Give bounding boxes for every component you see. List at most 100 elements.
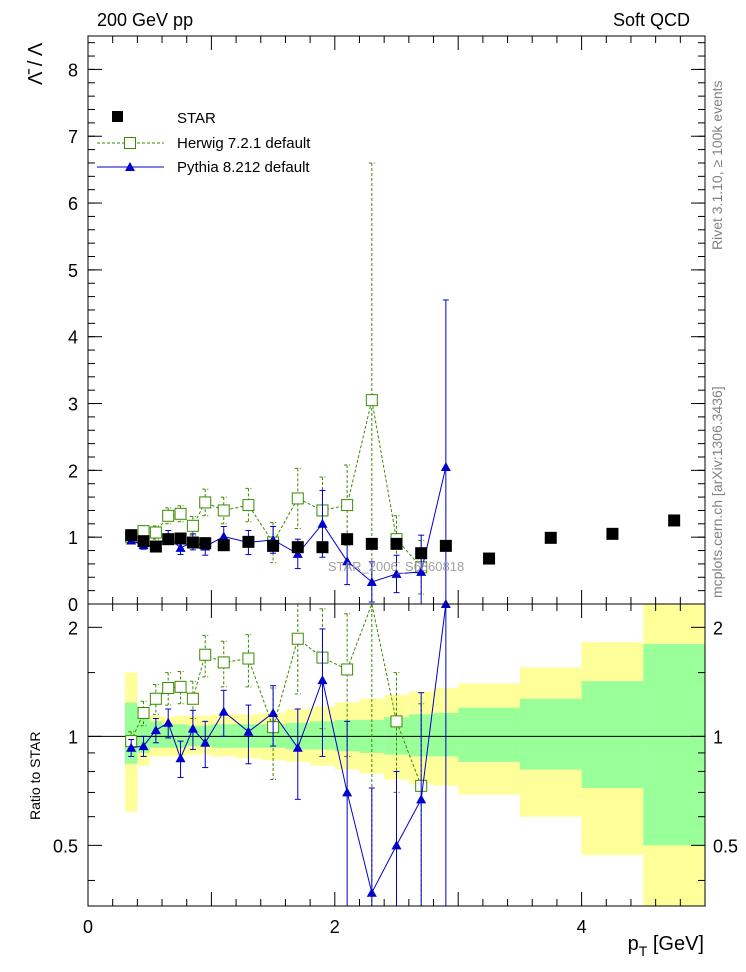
pythia-point	[342, 556, 353, 566]
pythia-point	[416, 566, 427, 576]
ratio-series-layer	[125, 599, 451, 907]
star-data-point	[483, 552, 496, 565]
ratio-herwig-point	[174, 680, 187, 693]
top-y-tick-label: 5	[68, 261, 78, 281]
ratio-pythia-point	[150, 725, 161, 735]
herwig-point	[162, 509, 175, 522]
herwig-point	[149, 526, 162, 539]
pythia-point	[218, 531, 229, 541]
ratio-herwig-point	[186, 692, 199, 705]
ratio-y-tick-label: 1	[68, 727, 78, 747]
legend: STAR Herwig 7.2.1 default Pythia 8.212 d…	[97, 110, 311, 176]
band-inner-bin	[643, 643, 705, 846]
herwig-point	[186, 519, 199, 532]
ratio-pythia-point	[126, 742, 137, 752]
ratio-pythia-point	[243, 726, 254, 736]
ratio-y-tick-label-right: 1	[713, 727, 723, 747]
ratio-herwig-point	[390, 715, 403, 728]
star-data-point	[390, 537, 403, 550]
herwig-point	[291, 492, 304, 505]
pythia-point	[440, 462, 451, 472]
ratio-pythia-point	[200, 737, 211, 747]
ratio-y-axis-label: Ratio to STAR	[27, 732, 43, 820]
pythia-point	[391, 568, 402, 578]
pythia-point	[175, 542, 186, 552]
ratio-pythia-point	[292, 742, 303, 752]
band-inner-bin	[137, 718, 150, 753]
ratio-pythia-point	[391, 840, 402, 850]
ratio-herwig-point	[217, 656, 230, 669]
top-y-tick-label: 1	[68, 528, 78, 548]
ratio-herwig-point	[291, 632, 304, 645]
ratio-herwig-point	[199, 648, 212, 661]
star-data-point	[186, 536, 199, 549]
herwig-point	[137, 525, 150, 538]
ratio-plot-frame	[87, 603, 706, 907]
side-text-rivet: Rivet 3.1.10, ≥ 100k events	[709, 80, 725, 250]
side-text-mcplots: mcplots.cern.ch [arXiv:1306.3436]	[709, 386, 725, 598]
herwig-point	[217, 504, 230, 517]
legend-label-herwig: Herwig 7.2.1 default	[177, 135, 311, 152]
x-axis-label-p: p	[628, 933, 639, 955]
top-y-axis-label: Λ̄ / Λ	[25, 42, 47, 85]
top-y-tick-label: 3	[68, 395, 78, 415]
band-inner-bin	[458, 707, 520, 762]
herwig-point	[174, 507, 187, 520]
star-data-point	[316, 541, 329, 554]
top-y-tick-label: 4	[68, 328, 78, 348]
band-inner-bin	[581, 681, 644, 789]
star-data-point	[217, 539, 230, 552]
band-inner-bin	[519, 698, 582, 770]
star-data-point	[415, 547, 428, 560]
herwig-point	[199, 496, 212, 509]
ratio-herwig-point	[137, 707, 150, 720]
ratio-herwig-point	[242, 652, 255, 665]
star-data-point	[137, 535, 150, 548]
ratio-pythia-point	[268, 708, 279, 718]
legend-label-pythia: Pythia 8.212 default	[177, 159, 310, 176]
herwig-point	[242, 499, 255, 512]
star-data-point	[544, 531, 557, 544]
star-data-point	[199, 537, 212, 550]
ratio-herwig-line	[130, 602, 422, 787]
x-axis-label-subscript: T	[639, 943, 648, 959]
ratio-herwig-point	[341, 663, 354, 676]
header-left: 200 GeV pp	[97, 10, 193, 30]
ratio-pythia-point	[416, 794, 427, 804]
legend-marker-herwig	[124, 137, 136, 149]
legend-label-star: STAR	[177, 110, 216, 127]
star-data-point	[242, 535, 255, 548]
top-y-tick-label: 2	[68, 461, 78, 481]
ratio-herwig-point	[162, 681, 175, 694]
top-y-tick-label: 8	[68, 60, 78, 80]
legend-marker-star	[112, 111, 123, 122]
star-data-point	[162, 533, 175, 546]
herwig-line	[130, 400, 422, 568]
ratio-y-tick-label: 2	[68, 618, 78, 638]
star-data-point	[174, 532, 187, 545]
top-series-layer	[125, 162, 681, 605]
ratio-herwig-point	[149, 692, 162, 705]
pythia-point	[317, 518, 328, 528]
star-data-point	[267, 539, 280, 552]
star-data-point	[291, 541, 304, 554]
ratio-pythia-point	[138, 741, 149, 751]
star-data-point	[125, 529, 138, 542]
ratio-pythia-point	[366, 887, 377, 897]
ratio-pythia-point	[175, 753, 186, 763]
ratio-pythia-point	[317, 675, 328, 685]
star-data-point	[439, 539, 452, 552]
top-y-axis-label-group: Λ̄ / Λ	[25, 42, 47, 85]
x-tick-label: 0	[83, 917, 93, 937]
ratio-y-tick-label-right: 0.5	[713, 836, 738, 856]
herwig-point	[341, 499, 354, 512]
ratio-pythia-point	[187, 723, 198, 733]
legend-marker-pythia	[125, 162, 135, 171]
header-right: Soft QCD	[613, 10, 690, 30]
ratio-pythia-point	[342, 787, 353, 797]
ratio-pythia-point	[218, 706, 229, 716]
x-tick-label: 2	[330, 917, 340, 937]
star-data-point	[668, 514, 681, 527]
ratio-y-tick-label: 0.5	[53, 836, 78, 856]
